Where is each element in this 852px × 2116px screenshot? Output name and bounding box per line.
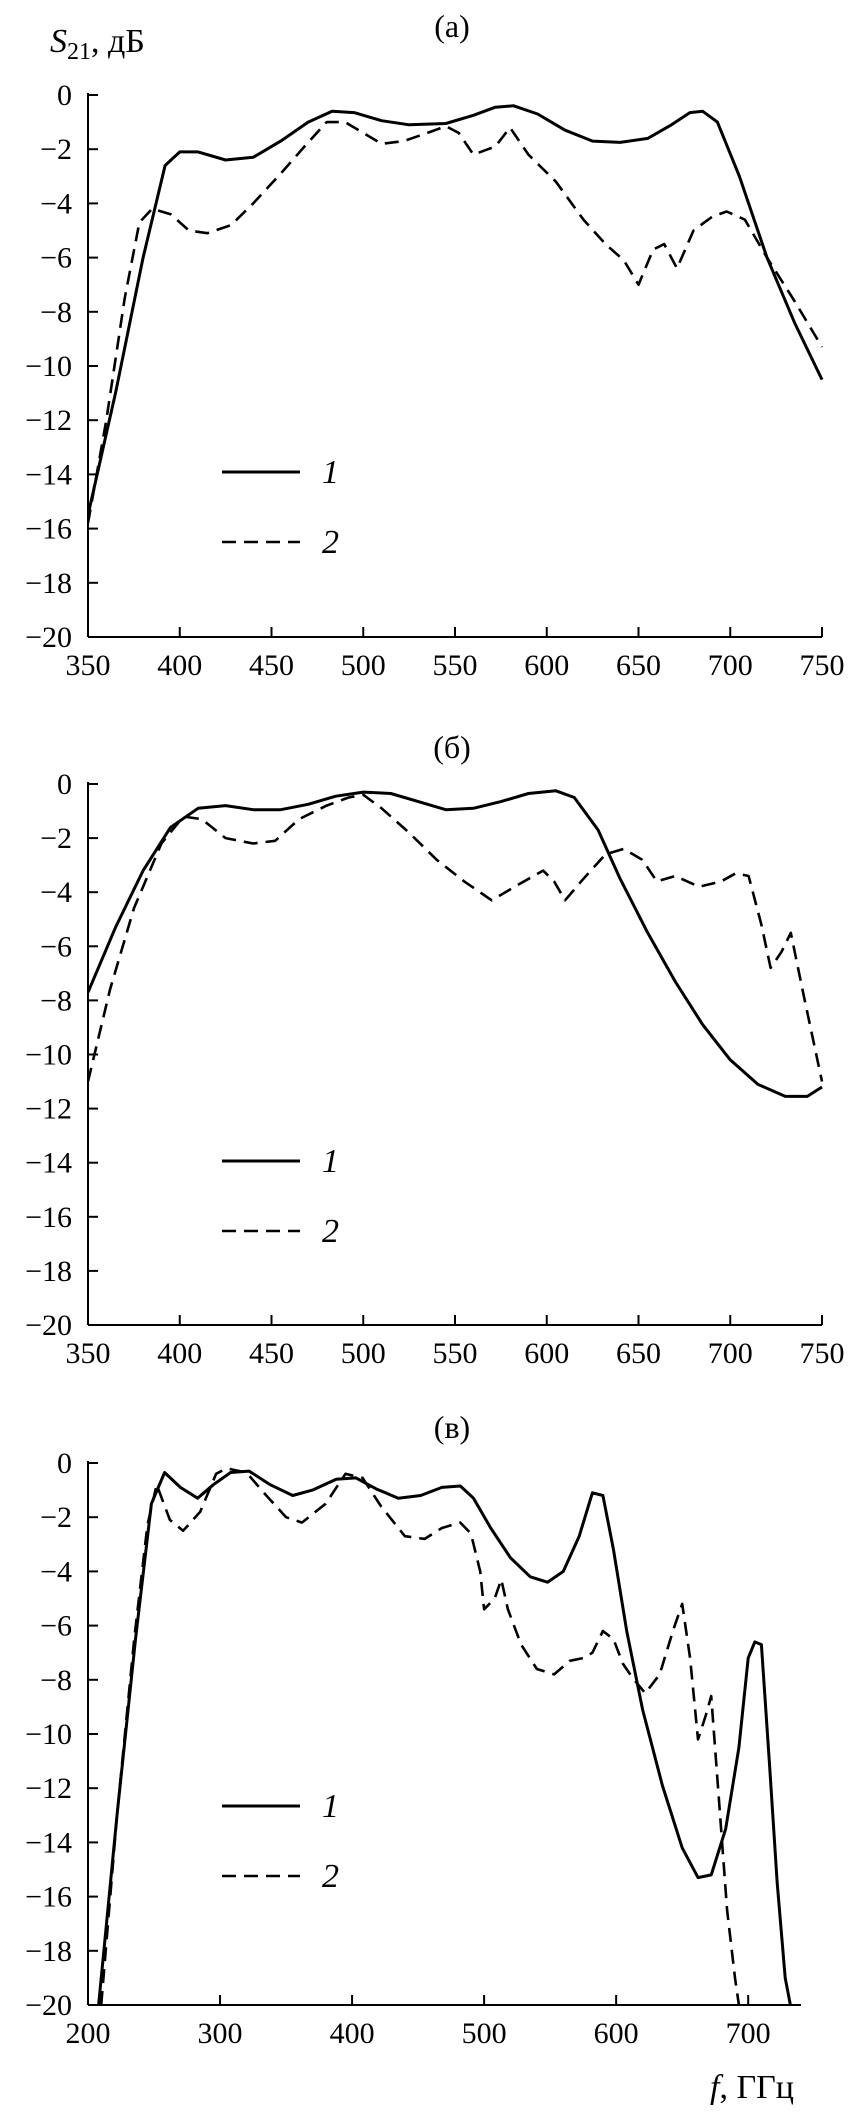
y-tick-label: −18 <box>25 567 72 600</box>
series-line-1 <box>88 789 823 1098</box>
y-tick-label: −20 <box>25 621 72 654</box>
x-tick-label: 650 <box>616 1337 661 1370</box>
y-tick-label: −20 <box>25 1989 72 2022</box>
y-tick-label: −4 <box>40 876 72 909</box>
series-line-2 <box>99 1467 741 2005</box>
series-line-1 <box>97 1469 792 2005</box>
legend-label-1: 1 <box>322 1143 339 1180</box>
x-tick-label: 700 <box>726 2017 771 2050</box>
x-tick-label: 450 <box>249 1337 294 1370</box>
x-tick-label: 350 <box>66 649 111 682</box>
x-tick-label: 700 <box>708 649 753 682</box>
y-tick-label: −18 <box>25 1935 72 1968</box>
x-tick-label: 300 <box>198 2017 243 2050</box>
y-tick-label: −20 <box>25 1309 72 1342</box>
y-tick-label: 0 <box>57 79 72 112</box>
x-tick-label: 550 <box>433 649 478 682</box>
x-tick-label: 650 <box>616 649 661 682</box>
x-axis-label: f, ГГц <box>710 2069 794 2106</box>
x-tick-label: 750 <box>800 1337 845 1370</box>
x-tick-label: 600 <box>594 2017 639 2050</box>
legend-label-1: 1 <box>322 454 339 491</box>
x-tick-label: 450 <box>249 649 294 682</box>
y-tick-label: −6 <box>40 930 72 963</box>
legend-label-2: 2 <box>322 1213 339 1250</box>
panel-label: (в) <box>434 1409 470 1445</box>
legend-label-1: 1 <box>322 1788 339 1825</box>
y-tick-label: −8 <box>40 984 72 1017</box>
y-tick-label: 0 <box>57 768 72 801</box>
y-tick-label: −14 <box>25 1147 72 1180</box>
y-tick-label: −18 <box>25 1255 72 1288</box>
x-tick-label: 400 <box>157 1337 202 1370</box>
series-line-2 <box>88 120 824 524</box>
x-tick-label: 750 <box>800 649 845 682</box>
y-tick-label: −2 <box>40 822 72 855</box>
y-tick-label: −16 <box>25 1201 72 1234</box>
y-tick-label: −8 <box>40 1664 72 1697</box>
y-tick-label: −4 <box>40 187 72 220</box>
series-line-2 <box>88 793 824 1082</box>
y-tick-label: −14 <box>25 1826 72 1859</box>
y-axis-label: S21, дБ <box>50 23 145 65</box>
x-tick-label: 600 <box>524 1337 569 1370</box>
panel-label: (б) <box>433 729 471 765</box>
y-tick-label: −12 <box>25 404 72 437</box>
y-tick-label: −16 <box>25 513 72 546</box>
y-tick-label: −8 <box>40 296 72 329</box>
x-tick-label: 350 <box>66 1337 111 1370</box>
x-tick-label: 400 <box>330 2017 375 2050</box>
x-tick-label: 550 <box>433 1337 478 1370</box>
legend-label-2: 2 <box>322 524 339 561</box>
x-tick-label: 600 <box>524 649 569 682</box>
x-tick-label: 500 <box>462 2017 507 2050</box>
y-tick-label: −12 <box>25 1093 72 1126</box>
panel-label: (а) <box>434 8 470 44</box>
y-tick-label: −10 <box>25 1039 72 1072</box>
y-tick-label: −16 <box>25 1881 72 1914</box>
y-tick-label: −10 <box>25 1718 72 1751</box>
y-tick-label: −2 <box>40 133 72 166</box>
x-tick-label: 500 <box>341 649 386 682</box>
y-tick-label: −12 <box>25 1772 72 1805</box>
y-tick-label: −4 <box>40 1555 72 1588</box>
x-tick-label: 500 <box>341 1337 386 1370</box>
y-tick-label: 0 <box>57 1447 72 1480</box>
series-line-1 <box>88 104 824 516</box>
y-tick-label: −2 <box>40 1501 72 1534</box>
x-tick-label: 700 <box>708 1337 753 1370</box>
y-tick-label: −6 <box>40 242 72 275</box>
legend-label-2: 2 <box>322 1858 339 1895</box>
y-tick-label: −14 <box>25 458 72 491</box>
x-tick-label: 200 <box>66 2017 111 2050</box>
x-tick-label: 400 <box>157 649 202 682</box>
y-tick-label: −10 <box>25 350 72 383</box>
y-tick-label: −6 <box>40 1610 72 1643</box>
